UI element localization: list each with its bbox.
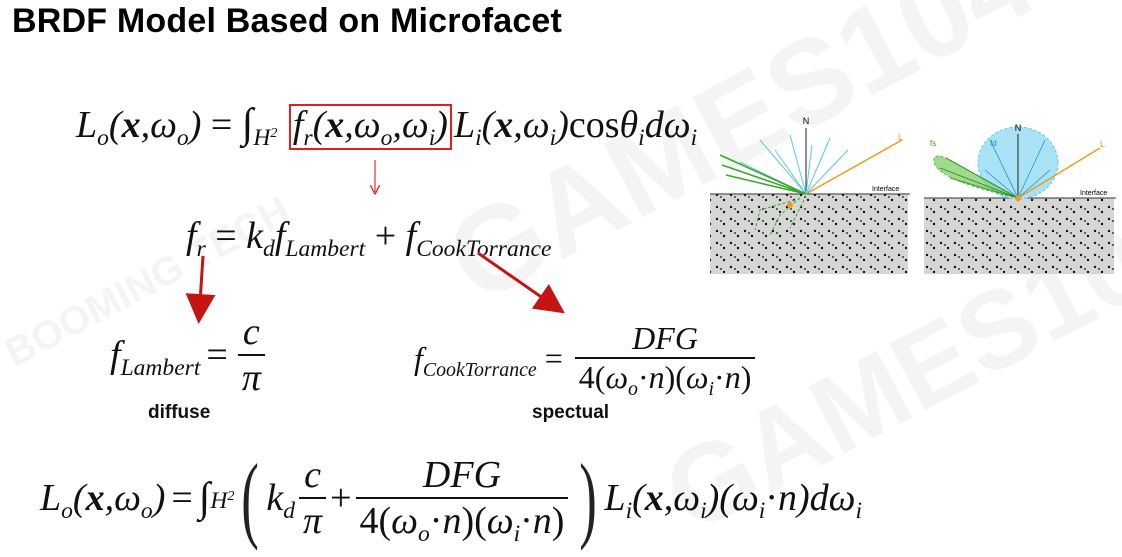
svg-text:Interface: Interface [872, 186, 899, 193]
specular-label: spectual [532, 402, 610, 423]
brdf-sum-equation: fr = kdfLambert + fCookTorrance [186, 215, 552, 263]
svg-text:L: L [1100, 139, 1105, 149]
diagram-right: N L fs fd Interface [924, 123, 1116, 274]
rendering-equation: Lo(x,ωo) = ∫H2 fr(x,ωo,ωi) Li(x,ωi)cosθid… [76, 101, 698, 152]
brdf-highlight-box: fr(x,ωo,ωi) [288, 104, 452, 150]
svg-text:N: N [1015, 123, 1022, 133]
arrow-to-cooktorrance [477, 251, 565, 314]
diagram-left: N L Interface [710, 116, 910, 274]
arrow-to-lambert [185, 255, 216, 324]
svg-text:N: N [803, 116, 810, 126]
slide-title: BRDF Model Based on Microfacet [12, 2, 563, 40]
diffuse-label: diffuse [148, 402, 211, 423]
svg-text:Interface: Interface [1080, 190, 1107, 197]
svg-text:L: L [898, 132, 903, 142]
svg-text:fd: fd [990, 139, 997, 148]
svg-text:fs: fs [930, 139, 936, 148]
cook-torrance-equation: fCookTorrance = DFG 4(ωo·n)(ωi·n) [414, 320, 759, 399]
